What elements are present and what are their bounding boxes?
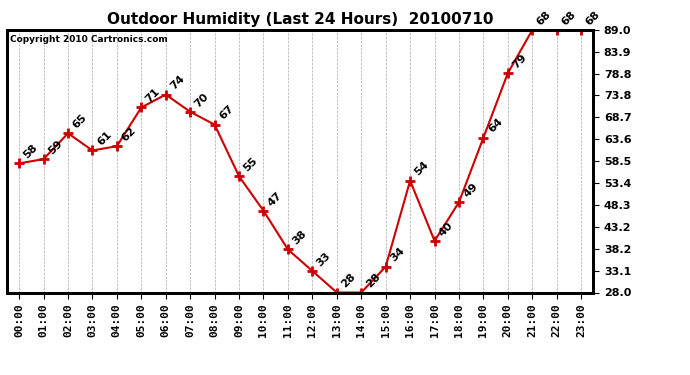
Text: 70: 70 [193,91,211,109]
Text: 67: 67 [217,104,235,122]
Text: 34: 34 [388,246,406,264]
Text: 40: 40 [437,220,455,238]
Text: 28: 28 [339,272,357,290]
Text: 68: 68 [560,9,578,27]
Text: 55: 55 [241,156,259,174]
Text: 59: 59 [46,138,64,156]
Text: 71: 71 [144,87,162,105]
Text: 54: 54 [413,160,431,178]
Text: 64: 64 [486,117,504,135]
Text: 68: 68 [535,9,553,27]
Text: 68: 68 [584,9,602,27]
Text: 79: 79 [511,52,529,70]
Text: 58: 58 [22,142,40,160]
Text: 74: 74 [168,74,186,92]
Title: Outdoor Humidity (Last 24 Hours)  20100710: Outdoor Humidity (Last 24 Hours) 2010071… [107,12,493,27]
Text: 61: 61 [95,130,113,148]
Text: 65: 65 [71,112,89,130]
Text: Copyright 2010 Cartronics.com: Copyright 2010 Cartronics.com [10,35,168,44]
Text: 33: 33 [315,251,333,268]
Text: 38: 38 [290,229,308,247]
Text: 62: 62 [119,125,138,143]
Text: 28: 28 [364,272,382,290]
Text: 47: 47 [266,190,284,208]
Text: 49: 49 [462,181,480,200]
